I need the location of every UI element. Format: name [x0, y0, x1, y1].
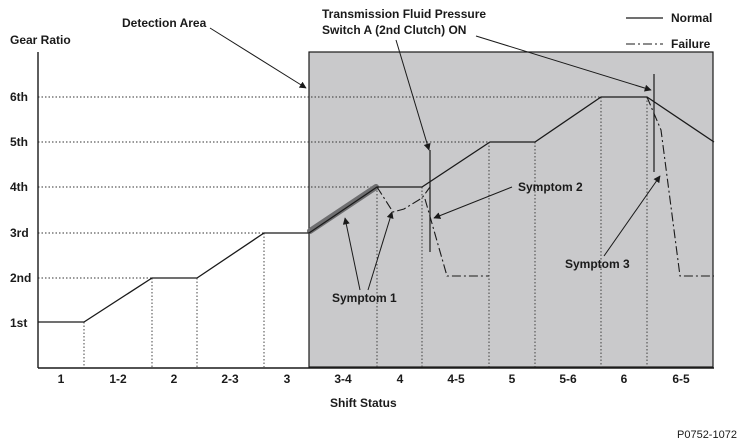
detection-area-region — [308, 51, 714, 368]
symptom-2-label: Symptom 2 — [518, 180, 583, 194]
detection-area-arrow — [209, 27, 307, 89]
shift-status-label: 6 — [621, 372, 628, 386]
pressure-switch-label-line2: Switch A (2nd Clutch) ON — [322, 23, 466, 37]
gear-tick-2nd: 2nd — [10, 271, 31, 285]
gear-tick-labels: 6th 5th 4th 3rd 2nd 1st — [10, 90, 31, 330]
gear-guides — [38, 96, 600, 279]
symptom-3-label: Symptom 3 — [565, 257, 630, 271]
failure-segment-3-4 — [376, 186, 431, 213]
shift-status-label: 5-6 — [559, 372, 577, 386]
phase-guides — [83, 97, 648, 367]
legend-normal-label: Normal — [671, 11, 712, 25]
gear-tick-1st: 1st — [10, 316, 27, 330]
symptom-2-arrow — [433, 186, 513, 219]
gear-tick-3rd: 3rd — [10, 226, 29, 240]
failure-segment-4-5 — [424, 198, 489, 277]
shift-status-label: 4 — [397, 372, 404, 386]
shift-status-label: 2-3 — [221, 372, 239, 386]
shift-status-label: 4-5 — [447, 372, 465, 386]
pressure-arrow-2 — [475, 35, 652, 92]
symptom-3-arrow — [603, 175, 661, 257]
legend: Normal Failure — [626, 11, 712, 51]
callout-arrows — [209, 27, 661, 291]
legend-failure-label: Failure — [671, 37, 711, 51]
shift-status-labels: 1 1-2 2 2-3 3 3-4 4 4-5 5 5-6 6 6-5 — [58, 372, 690, 386]
y-axis-label: Gear Ratio — [10, 33, 71, 47]
shift-status-label: 3-4 — [334, 372, 352, 386]
symptom-1-arrow-b — [367, 211, 394, 291]
shift-status-label: 1-2 — [109, 372, 127, 386]
symptom-1-label: Symptom 1 — [332, 291, 397, 305]
shift-status-label: 6-5 — [672, 372, 690, 386]
gear-tick-4th: 4th — [10, 180, 28, 194]
pressure-arrow-1 — [395, 39, 431, 151]
shift-status-label: 2 — [171, 372, 178, 386]
shift-status-label: 3 — [284, 372, 291, 386]
pressure-switch-label-line1: Transmission Fluid Pressure — [322, 7, 486, 21]
shift-status-label: 1 — [58, 372, 65, 386]
figure-code: P0752-1072 — [677, 429, 737, 441]
shift-status-label: 5 — [509, 372, 516, 386]
symptom-1-arrow-a — [342, 217, 361, 291]
gear-tick-6th: 6th — [10, 90, 28, 104]
x-axis-label: Shift Status — [330, 396, 397, 410]
detection-area-label: Detection Area — [122, 16, 207, 30]
gear-tick-5th: 5th — [10, 135, 28, 149]
